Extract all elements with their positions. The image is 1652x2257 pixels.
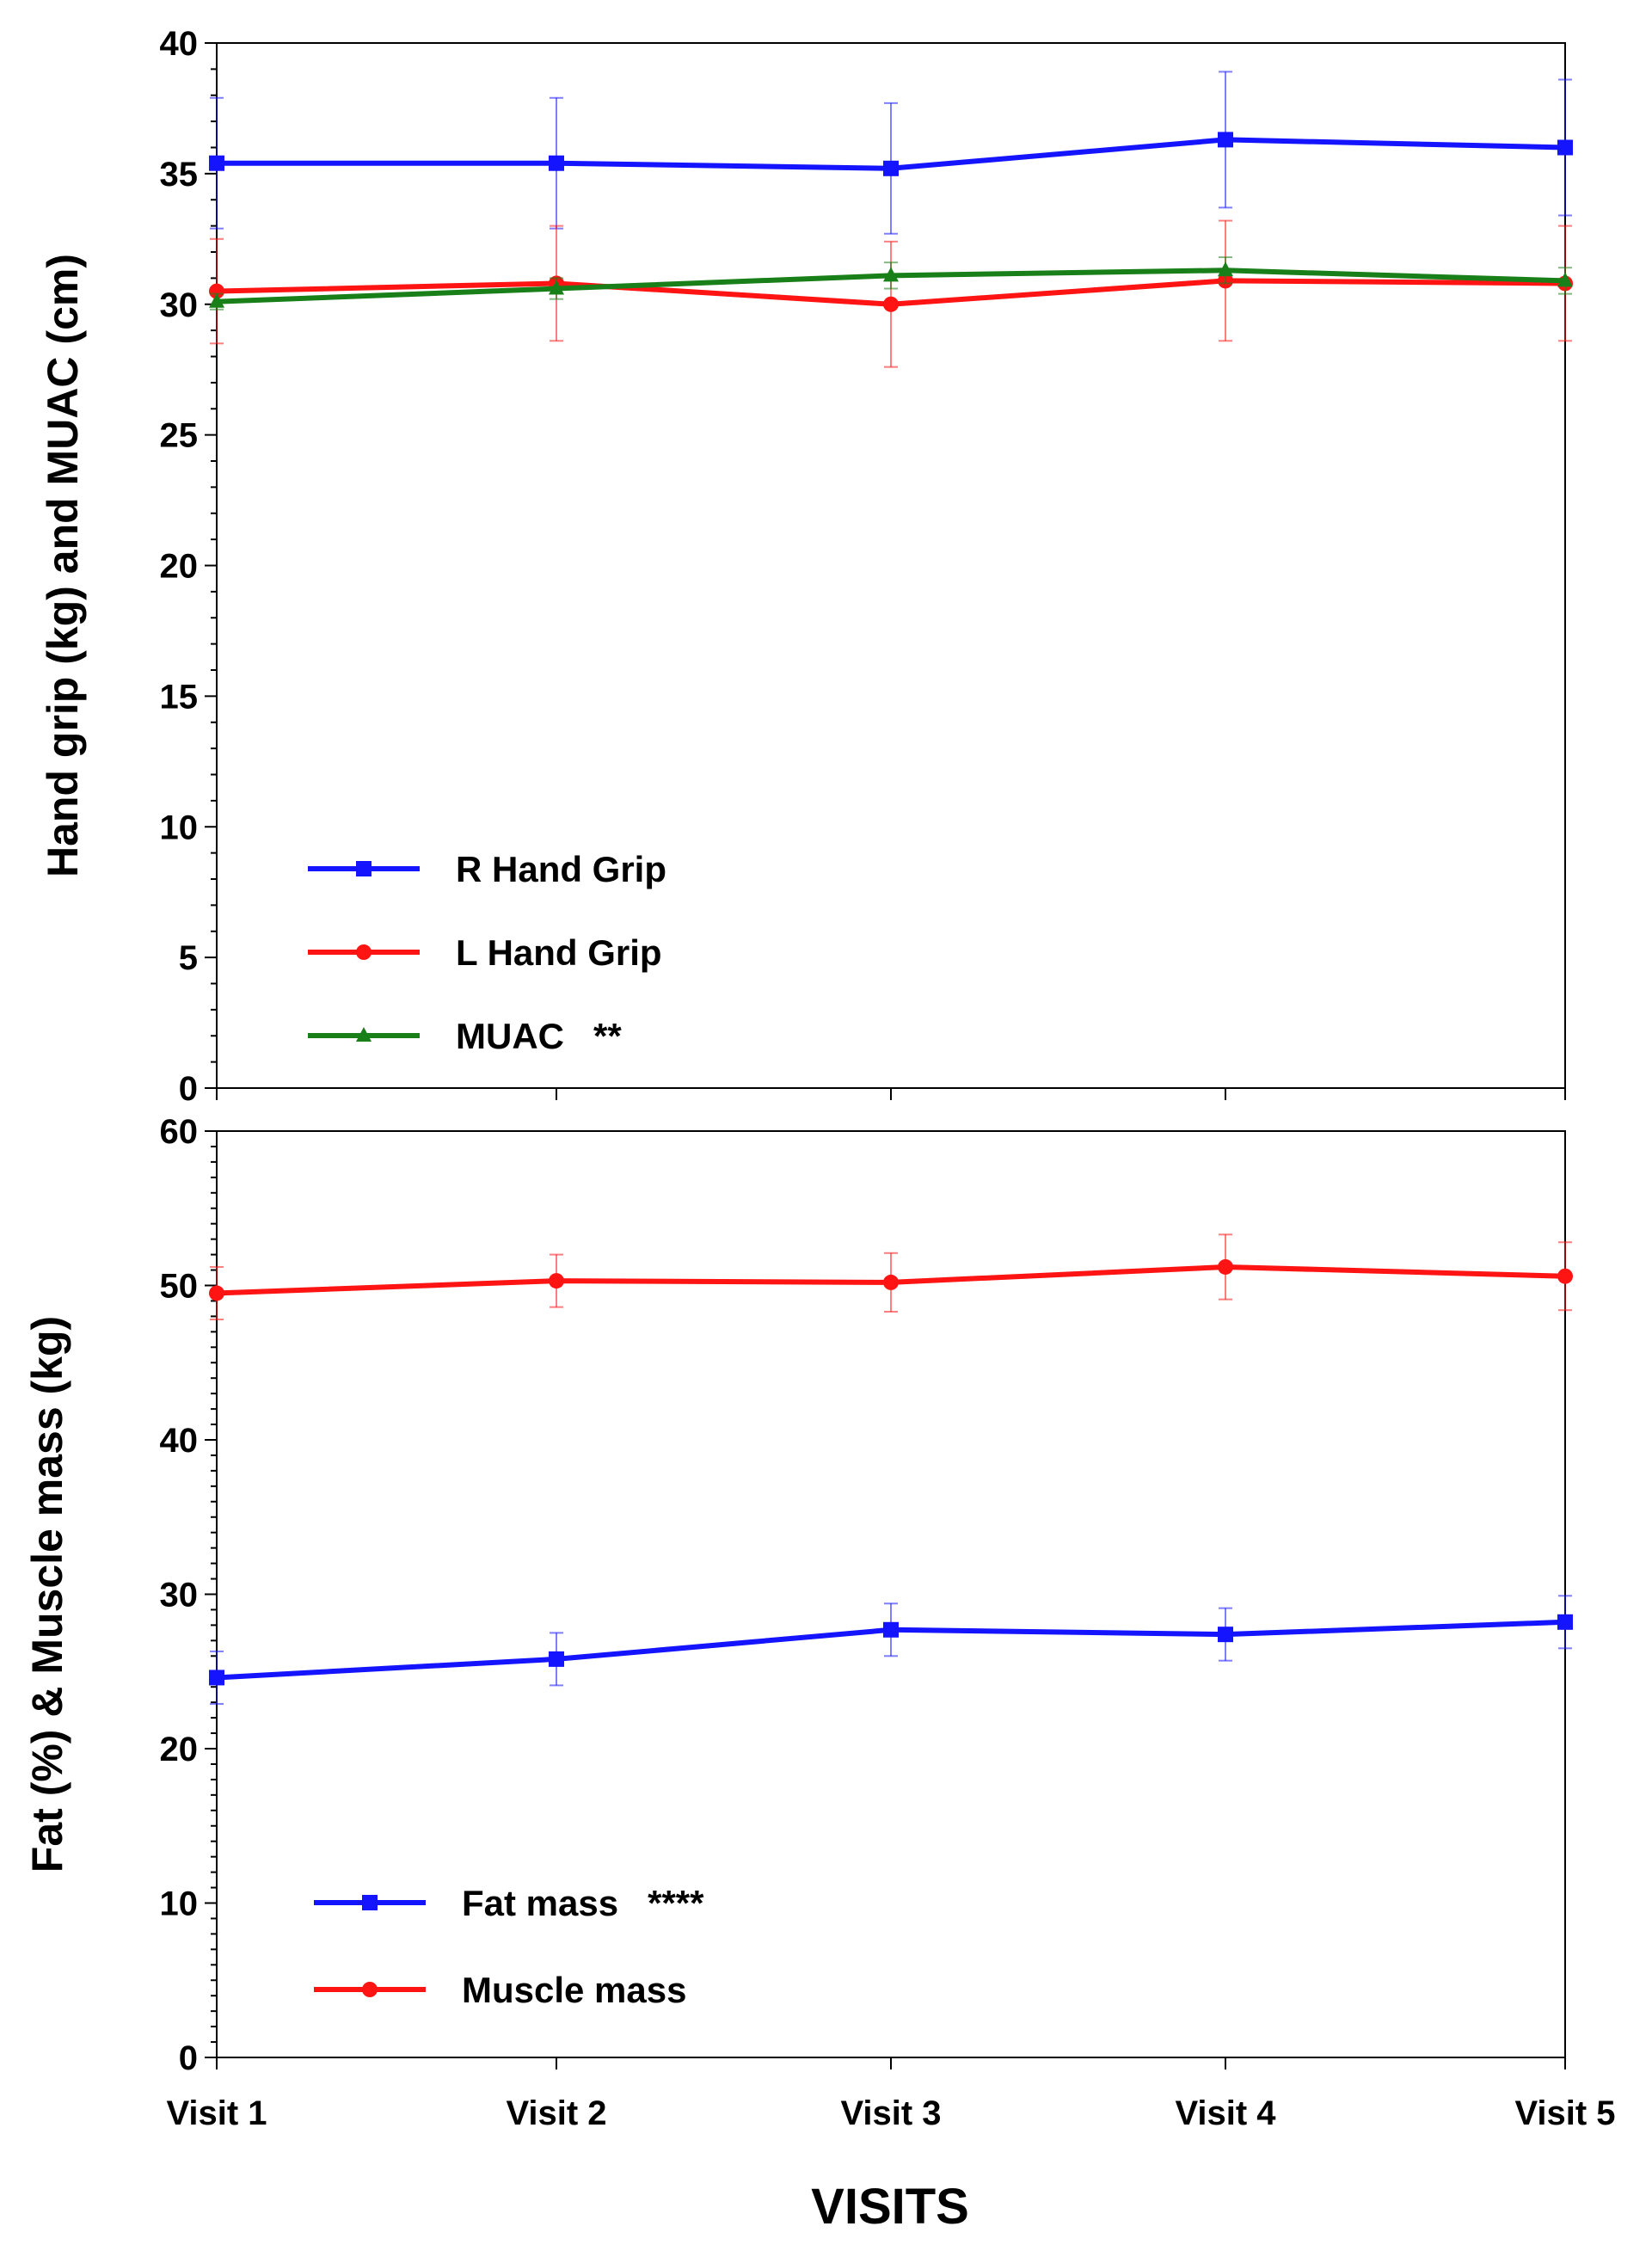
legend: R Hand Grip L Hand Grip MUAC ** xyxy=(308,849,666,1056)
series-fat-mass xyxy=(209,1595,1573,1705)
y-axis-title: Fat (%) & Muscle mass (kg) xyxy=(23,1316,71,1873)
x-tick-label: Visit 5 xyxy=(1514,2094,1615,2132)
data-point xyxy=(883,267,899,282)
x-tick-label: Visit 2 xyxy=(506,2094,606,2132)
data-point xyxy=(549,1651,564,1667)
data-point xyxy=(883,296,899,312)
y-tick-label: 0 xyxy=(179,2039,198,2077)
legend-marker xyxy=(356,1027,372,1042)
legend-label: R Hand Grip xyxy=(456,849,666,889)
legend-label: Muscle mass xyxy=(462,1970,686,2010)
y-tick-label: 30 xyxy=(160,286,199,324)
data-point xyxy=(1218,1627,1233,1643)
legend: Fat mass **** Muscle mass xyxy=(314,1883,704,2010)
y-tick-label: 35 xyxy=(160,156,199,194)
data-point xyxy=(883,160,899,176)
data-point xyxy=(209,155,224,171)
data-point xyxy=(549,280,564,295)
y-tick-label: 60 xyxy=(160,1113,199,1151)
legend-item: L Hand Grip xyxy=(308,932,662,973)
legend-item: Fat mass **** xyxy=(314,1883,704,1923)
x-axis-title: VISITS xyxy=(811,2179,969,2235)
y-tick-label: 10 xyxy=(160,1885,199,1923)
legend-label: L Hand Grip xyxy=(456,932,662,973)
significance-marker: ** xyxy=(593,1016,622,1056)
series-muscle-mass xyxy=(209,1233,1573,1320)
legend-marker xyxy=(362,1982,378,1997)
data-point xyxy=(1218,1258,1233,1275)
data-point xyxy=(1557,1614,1573,1630)
series-r-hand-grip xyxy=(209,71,1573,235)
legend-item: Muscle mass xyxy=(314,1970,686,2010)
data-point xyxy=(549,1273,564,1289)
x-tick-label: Visit 1 xyxy=(166,2094,267,2132)
y-tick-label: 30 xyxy=(160,1577,199,1614)
legend-label: Fat mass xyxy=(462,1883,618,1923)
data-point xyxy=(1557,139,1573,156)
significance-marker: **** xyxy=(648,1883,704,1923)
data-point xyxy=(1557,1268,1573,1284)
data-point xyxy=(209,283,224,299)
legend-marker xyxy=(356,861,372,876)
y-tick-label: 25 xyxy=(160,417,199,455)
legend-label: MUAC xyxy=(456,1016,564,1056)
legend-item: R Hand Grip xyxy=(308,849,666,889)
top-panel: 0 5 10 15 20 25 30 35 40 Hand grip (kg) and MUAC … xyxy=(39,25,1573,1108)
data-point xyxy=(1557,272,1573,287)
y-tick-label: 10 xyxy=(160,809,199,846)
series-muac xyxy=(209,256,1573,311)
bottom-panel: 0 10 20 30 40 50 60 Fat (%) & Muscle mass (kg) F… xyxy=(23,1113,1573,2077)
x-tick-label: Visit 4 xyxy=(1175,2094,1276,2132)
legend-marker xyxy=(356,944,372,960)
x-tick-label: Visit 3 xyxy=(840,2094,941,2132)
x-axis: Visit 1 Visit 2 Visit 3 Visit 4 Visit 5 xyxy=(166,2094,1615,2132)
y-axis-title: Hand grip (kg) and MUAC (cm) xyxy=(39,254,87,877)
data-point xyxy=(1218,132,1233,148)
data-point xyxy=(209,1670,224,1686)
y-tick-label: 0 xyxy=(179,1070,198,1108)
data-point xyxy=(883,1274,899,1290)
data-point xyxy=(549,155,564,171)
data-point xyxy=(883,1621,899,1638)
y-tick-label: 20 xyxy=(160,1731,199,1768)
legend-marker xyxy=(362,1895,378,1910)
data-point xyxy=(1218,261,1233,277)
y-tick-label: 40 xyxy=(160,1422,199,1460)
y-tick-label: 20 xyxy=(160,548,199,586)
y-tick-label: 15 xyxy=(160,678,199,716)
y-tick-label: 5 xyxy=(179,939,198,977)
data-point xyxy=(209,292,224,308)
data-point xyxy=(209,1285,224,1301)
y-tick-label: 40 xyxy=(160,25,199,63)
y-tick-label: 50 xyxy=(160,1268,199,1306)
legend-item: MUAC ** xyxy=(308,1016,622,1056)
